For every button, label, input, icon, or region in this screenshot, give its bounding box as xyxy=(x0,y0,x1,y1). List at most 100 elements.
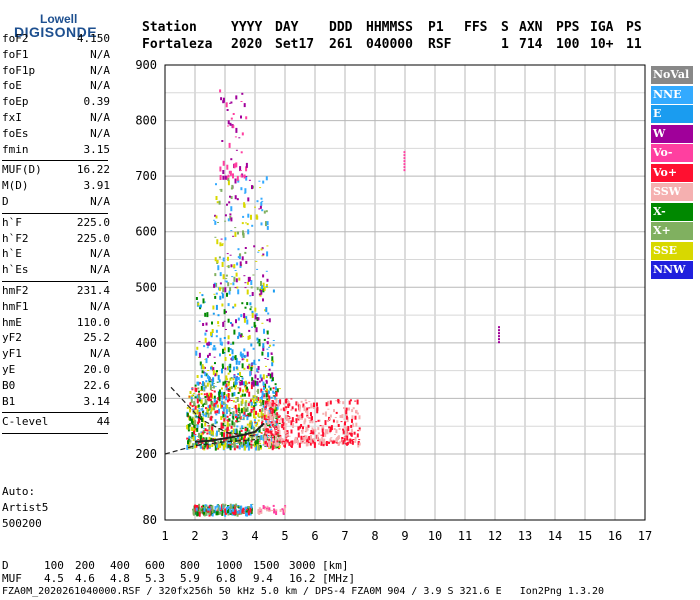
echo-mark xyxy=(312,442,315,444)
echo-mark xyxy=(228,142,231,148)
echo-mark xyxy=(196,409,199,415)
echo-mark xyxy=(202,298,205,304)
echo-mark xyxy=(403,166,406,169)
echo-mark xyxy=(198,417,201,423)
echo-mark xyxy=(265,391,268,393)
echo-mark xyxy=(278,419,281,422)
echo-mark xyxy=(283,506,286,510)
echo-mark xyxy=(262,505,265,509)
header-value-station: Fortaleza xyxy=(142,37,213,52)
echo-mark xyxy=(241,376,244,378)
echo-mark xyxy=(207,409,210,411)
param-value: N/A xyxy=(90,299,110,313)
mufd-muf: 4.6 xyxy=(75,572,95,585)
echo-mark xyxy=(196,405,199,409)
echo-mark xyxy=(216,511,219,516)
echo-mark xyxy=(226,510,229,514)
echo-mark xyxy=(237,421,240,423)
echo-mark xyxy=(278,388,281,390)
echo-mark xyxy=(222,406,225,412)
echo-mark xyxy=(265,432,268,435)
echo-mark xyxy=(271,362,274,367)
echo-mark xyxy=(342,440,345,445)
echo-mark xyxy=(209,445,211,448)
echo-mark xyxy=(219,166,222,172)
echo-mark xyxy=(202,366,205,370)
echo-mark xyxy=(300,424,303,427)
echo-mark xyxy=(228,418,231,421)
echo-mark xyxy=(308,436,311,441)
echo-mark xyxy=(250,401,253,406)
echo-mark xyxy=(255,260,258,262)
echo-mark xyxy=(210,392,213,398)
echo-mark xyxy=(237,403,240,408)
echo-mark xyxy=(209,381,212,383)
echo-mark xyxy=(246,441,249,446)
echo-mark xyxy=(248,276,251,281)
echo-mark xyxy=(274,425,277,427)
echo-mark xyxy=(243,174,246,179)
echo-mark xyxy=(241,425,244,430)
echo-mark xyxy=(498,341,500,344)
echo-mark xyxy=(257,317,260,321)
echo-mark xyxy=(230,217,233,222)
echo-mark xyxy=(234,195,237,200)
echo-mark xyxy=(301,412,304,418)
echo-mark xyxy=(195,350,198,356)
echo-mark xyxy=(246,365,249,369)
echo-mark xyxy=(237,392,240,394)
echo-mark xyxy=(211,321,213,325)
echo-mark xyxy=(306,411,309,415)
echo-mark xyxy=(233,375,236,378)
mufd-d-label: D xyxy=(2,559,9,572)
echo-mark xyxy=(198,341,201,343)
echo-mark xyxy=(207,506,210,508)
echo-mark xyxy=(227,180,230,186)
echo-mark xyxy=(246,289,249,295)
echo-mark xyxy=(255,445,258,451)
echo-mark xyxy=(270,421,273,424)
echo-mark xyxy=(234,404,237,409)
param-value: 0.39 xyxy=(83,95,111,109)
echo-mark xyxy=(310,416,313,422)
echo-mark xyxy=(196,416,199,419)
echo-mark xyxy=(203,393,206,396)
echo-mark xyxy=(219,272,222,277)
echo-mark xyxy=(249,371,252,377)
echo-mark xyxy=(271,402,274,407)
echo-mark xyxy=(348,432,351,435)
param-separator xyxy=(2,212,108,214)
echo-mark xyxy=(243,367,246,370)
echo-mark xyxy=(219,353,221,357)
echo-mark xyxy=(230,400,233,401)
echo-mark xyxy=(329,431,332,434)
echo-mark xyxy=(229,195,231,198)
echo-mark xyxy=(210,366,212,370)
echo-mark xyxy=(279,509,282,512)
param-value: 3.15 xyxy=(83,142,111,156)
echo-mark xyxy=(351,439,354,442)
echo-mark xyxy=(224,442,227,448)
echo-mark xyxy=(266,341,269,345)
echo-mark xyxy=(328,426,331,429)
echo-mark xyxy=(194,414,197,418)
echo-mark xyxy=(213,437,216,440)
echo-mark xyxy=(226,399,229,403)
echo-mark xyxy=(252,381,255,387)
echo-mark xyxy=(253,442,256,448)
echo-mark xyxy=(218,200,221,205)
echo-mark xyxy=(235,366,238,370)
echo-mark xyxy=(203,431,206,433)
echo-mark xyxy=(235,428,238,434)
echo-mark xyxy=(187,424,190,428)
echo-mark xyxy=(210,415,213,421)
echo-mark xyxy=(250,343,253,347)
echo-mark xyxy=(222,257,225,262)
echo-mark xyxy=(222,401,225,405)
echo-mark xyxy=(246,509,249,510)
echo-mark xyxy=(212,377,215,383)
echo-mark xyxy=(230,101,233,104)
echo-mark xyxy=(351,409,354,413)
echo-mark xyxy=(203,507,206,512)
echo-mark xyxy=(257,371,260,373)
